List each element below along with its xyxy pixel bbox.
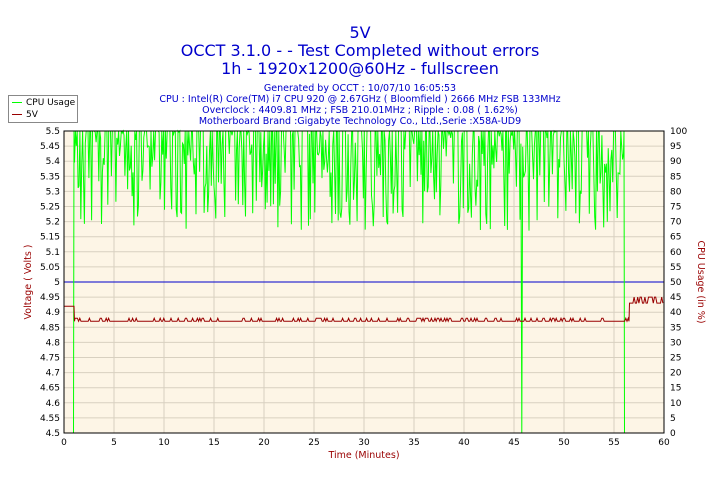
x-tick-label: 50 (558, 438, 570, 448)
legend-swatch-5v (12, 114, 22, 115)
x-tick-label: 35 (408, 438, 419, 448)
y-left-tick-label: 4.9 (46, 308, 61, 318)
y-left-tick-label: 4.85 (40, 323, 60, 333)
series-line-cpu-usage (72, 129, 664, 434)
y-right-tick-label: 30 (670, 338, 682, 348)
chart-title: 5V (349, 23, 371, 42)
x-tick-label: 15 (208, 438, 219, 448)
y-left-tick-label: 5.25 (40, 203, 60, 213)
y-left-tick-label: 4.5 (46, 429, 60, 439)
generated-info: Generated by OCCT : 10/07/10 16:05:53 (263, 83, 457, 94)
x-tick-label: 10 (158, 438, 170, 448)
legend-item-cpu: CPU Usage (12, 97, 75, 109)
legend-label-5v: 5V (26, 110, 38, 120)
y-right-tick-label: 75 (670, 203, 681, 213)
y-right-axis-label: CPU Usage (in %) (695, 240, 706, 323)
x-axis-label: Time (Minutes) (327, 450, 399, 461)
legend-swatch-cpu (12, 102, 22, 103)
series-line-5v (64, 296, 664, 323)
overclock-info: Overclock : 4409.81 MHz ; FSB 210.01MHz … (202, 105, 518, 116)
y-right-tick-label: 20 (670, 369, 682, 379)
y-right-tick-label: 60 (670, 248, 682, 258)
y-left-tick-label: 5 (54, 278, 60, 288)
y-left-tick-label: 4.75 (40, 354, 60, 364)
motherboard-info: Motherboard Brand :Gigabyte Technology C… (198, 116, 522, 127)
x-tick-label: 40 (458, 438, 470, 448)
y-left-tick-label: 4.55 (40, 414, 60, 424)
y-right-tick-label: 90 (670, 157, 682, 167)
y-left-tick-label: 4.8 (46, 338, 61, 348)
y-left-tick-label: 5.35 (40, 172, 60, 182)
y-left-tick-label: 5.2 (46, 218, 60, 228)
y-left-tick-label: 4.95 (40, 293, 60, 303)
y-left-tick-label: 5.45 (40, 142, 60, 152)
y-right-tick-label: 35 (670, 323, 681, 333)
plot-frame (63, 130, 665, 434)
y-right-tick-label: 0 (670, 429, 676, 439)
x-tick-label: 5 (111, 438, 117, 448)
chart-legend: CPU Usage 5V (8, 95, 78, 123)
y-left-tick-label: 4.65 (40, 384, 60, 394)
legend-label-cpu: CPU Usage (26, 98, 76, 108)
x-tick-label: 25 (308, 438, 319, 448)
chart-subtitle-2: 1h - 1920x1200@60Hz - fullscreen (221, 59, 499, 78)
y-right-tick-label: 5 (670, 414, 676, 424)
x-tick-label: 20 (258, 438, 270, 448)
y-left-tick-label: 4.7 (46, 369, 60, 379)
legend-item-5v: 5V (12, 109, 38, 121)
y-left-axis-label: Voltage ( Volts ) (23, 245, 34, 320)
chart-subtitle-1: OCCT 3.1.0 - - Test Completed without er… (180, 41, 540, 60)
x-tick-label: 0 (61, 438, 67, 448)
y-left-tick-label: 5.05 (40, 263, 60, 273)
y-right-tick-label: 50 (670, 278, 682, 288)
cpu-info: CPU : Intel(R) Core(TM) i7 CPU 920 @ 2.6… (159, 94, 561, 105)
y-left-tick-label: 5.5 (46, 127, 60, 137)
y-right-tick-label: 55 (670, 263, 681, 273)
y-right-tick-label: 10 (670, 399, 682, 409)
y-right-tick-label: 45 (670, 293, 681, 303)
y-left-tick-label: 5.3 (46, 187, 60, 197)
y-left-tick-label: 4.6 (46, 399, 61, 409)
x-tick-label: 45 (508, 438, 519, 448)
x-tick-label: 60 (658, 438, 670, 448)
y-right-tick-label: 100 (670, 127, 687, 137)
y-right-tick-label: 25 (670, 354, 681, 364)
y-right-tick-label: 85 (670, 172, 681, 182)
y-right-tick-label: 95 (670, 142, 681, 152)
y-right-tick-label: 15 (670, 384, 681, 394)
y-right-tick-label: 80 (670, 187, 682, 197)
y-left-tick-label: 5.15 (40, 233, 60, 243)
x-tick-label: 30 (358, 438, 370, 448)
y-left-tick-label: 5.1 (46, 248, 60, 258)
x-tick-label: 55 (608, 438, 619, 448)
y-left-tick-label: 5.4 (46, 157, 61, 167)
y-right-tick-label: 40 (670, 308, 682, 318)
y-right-tick-label: 65 (670, 233, 681, 243)
y-right-tick-label: 70 (670, 218, 682, 228)
